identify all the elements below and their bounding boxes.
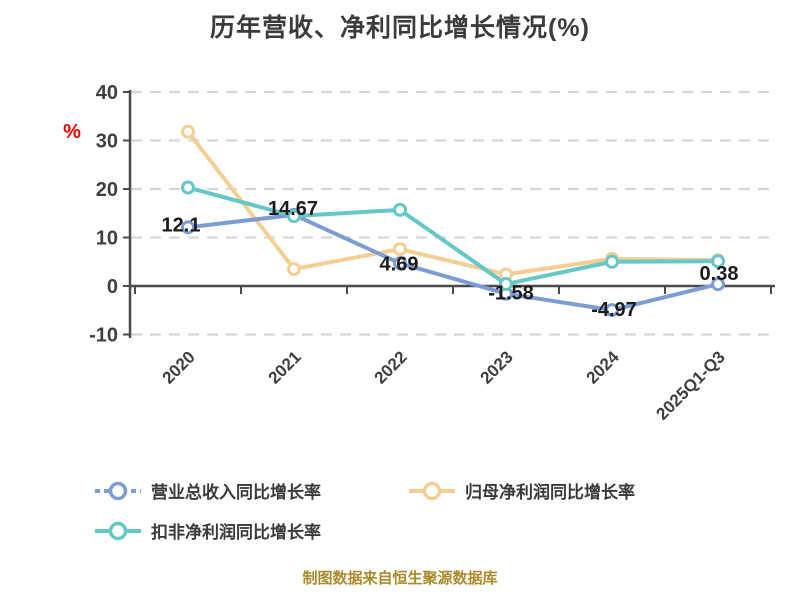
- svg-text:20: 20: [96, 179, 118, 201]
- svg-text:0.38: 0.38: [700, 263, 739, 285]
- legend-item-revenue-growth[interactable]: 营业总收入同比增长率: [94, 478, 321, 503]
- svg-text:2024: 2024: [583, 347, 624, 388]
- svg-text:-1.58: -1.58: [488, 283, 534, 305]
- svg-text:2025Q1-Q3: 2025Q1-Q3: [653, 347, 729, 423]
- svg-text:30: 30: [96, 131, 118, 153]
- svg-text:10: 10: [96, 228, 118, 250]
- svg-text:-10: -10: [89, 325, 118, 347]
- svg-text:2020: 2020: [159, 347, 199, 387]
- legend-label: 扣非净利润同比增长率: [151, 523, 321, 542]
- legend-item-deducted-net-profit-growth[interactable]: 扣非净利润同比增长率: [94, 518, 321, 543]
- line-circle-icon: [409, 481, 455, 500]
- svg-text:2021: 2021: [265, 347, 305, 387]
- chart-title: 历年营收、净利同比增长情况(%): [210, 14, 590, 42]
- data-source-caption: 制图数据来自恒生聚源数据库: [302, 570, 498, 587]
- svg-text:2022: 2022: [371, 347, 411, 387]
- svg-text:2023: 2023: [477, 347, 517, 387]
- y-axis-unit-label: %: [63, 121, 81, 143]
- legend-label: 归母净利润同比增长率: [465, 483, 635, 502]
- svg-text:-4.97: -4.97: [591, 299, 637, 321]
- svg-text:14.67: 14.67: [268, 198, 318, 220]
- legend-label: 营业总收入同比增长率: [151, 483, 321, 502]
- svg-text:0: 0: [107, 276, 118, 298]
- svg-text:4.69: 4.69: [380, 253, 419, 275]
- svg-text:12.1: 12.1: [162, 214, 201, 236]
- svg-text:40: 40: [96, 82, 118, 104]
- line-circle-icon: [95, 481, 141, 500]
- legend-item-net-profit-growth[interactable]: 归母净利润同比增长率: [408, 478, 635, 503]
- line-circle-icon: [95, 521, 141, 540]
